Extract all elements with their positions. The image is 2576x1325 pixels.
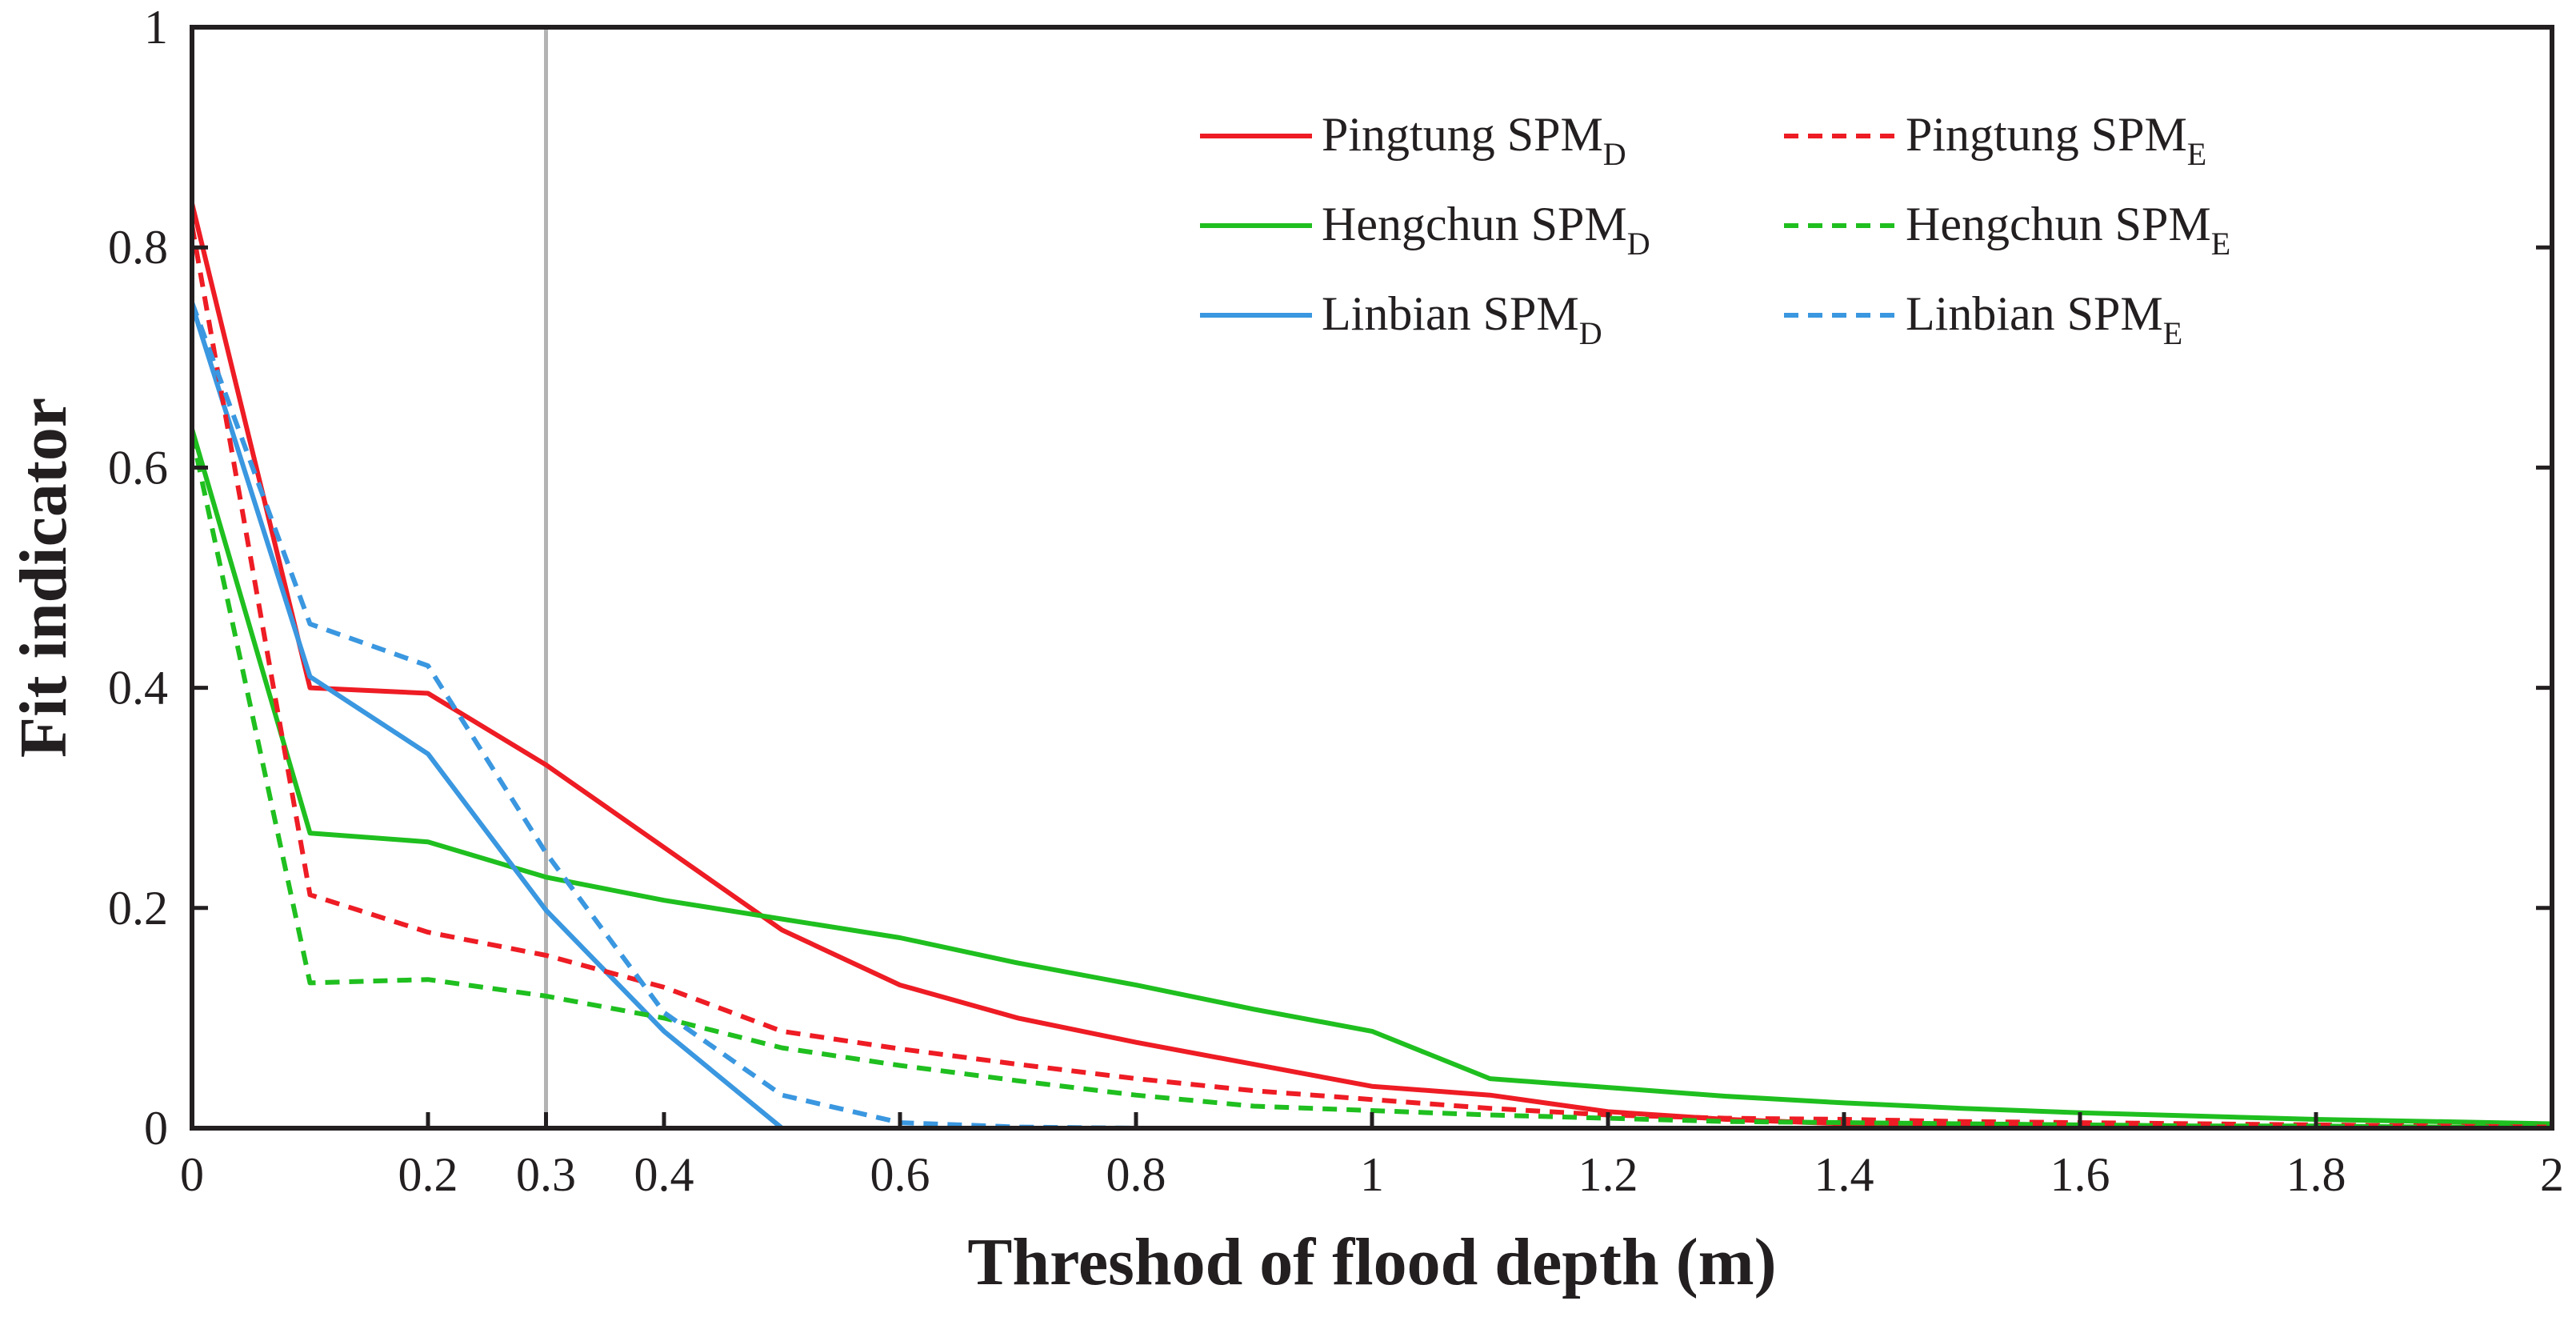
legend-label: Pingtung SPME <box>1906 108 2206 172</box>
legend-item: Linbian SPME <box>1784 287 2182 351</box>
y-tick-label: 1 <box>144 1 168 54</box>
x-tick-label: 1.6 <box>2050 1148 2110 1201</box>
legend-label: Linbian SPMD <box>1322 287 1602 351</box>
y-axis-title: Fit indicator <box>6 398 81 758</box>
legend-subscript: E <box>2211 226 2230 262</box>
legend-item: Hengchun SPMD <box>1200 198 1650 262</box>
legend-label: Hengchun SPME <box>1906 198 2230 262</box>
x-tick-label: 0.2 <box>398 1148 458 1201</box>
x-tick-label: 0.4 <box>634 1148 694 1201</box>
x-tick-label: 0.8 <box>1106 1148 1166 1201</box>
legend-subscript: D <box>1603 136 1626 172</box>
legend-label: Hengchun SPMD <box>1322 198 1650 262</box>
x-tick-label: 2 <box>2540 1148 2564 1201</box>
legend-subscript: D <box>1627 226 1650 262</box>
legend-item: Pingtung SPMD <box>1200 108 1626 172</box>
legend-label: Linbian SPME <box>1906 287 2182 351</box>
legend-item: Linbian SPMD <box>1200 287 1602 351</box>
legend-subscript: E <box>2187 136 2206 172</box>
y-tick-label: 0 <box>144 1102 168 1155</box>
y-tick-label: 0.4 <box>108 662 168 715</box>
series-line-hengchun-spm-d <box>190 428 2553 1127</box>
series-line-hengchun-spm-e <box>190 434 2552 1130</box>
legend-item: Hengchun SPME <box>1784 198 2230 262</box>
x-tick-label: 1 <box>1360 1148 1384 1201</box>
x-tick-label: 1.2 <box>1578 1148 1638 1201</box>
x-axis-title: Threshod of flood depth (m) <box>967 1225 1776 1299</box>
y-tick-label: 0.8 <box>108 221 168 274</box>
x-tick-label: 0 <box>180 1148 204 1201</box>
y-tick-label: 0.6 <box>108 441 168 494</box>
y-tick-label: 0.2 <box>108 882 168 935</box>
legend-subscript: D <box>1579 315 1602 351</box>
legend-item: Pingtung SPME <box>1784 108 2206 172</box>
series-line-pingtung-spm-e <box>190 225 2553 1130</box>
x-tick-label: 0.6 <box>870 1148 930 1201</box>
legend-subscript: E <box>2163 315 2182 351</box>
x-tick-label: 1.4 <box>1814 1148 1874 1201</box>
x-tick-label: 0.3 <box>516 1148 576 1201</box>
x-tick-label: 1.8 <box>2286 1148 2346 1201</box>
legend-label: Pingtung SPMD <box>1322 108 1626 172</box>
